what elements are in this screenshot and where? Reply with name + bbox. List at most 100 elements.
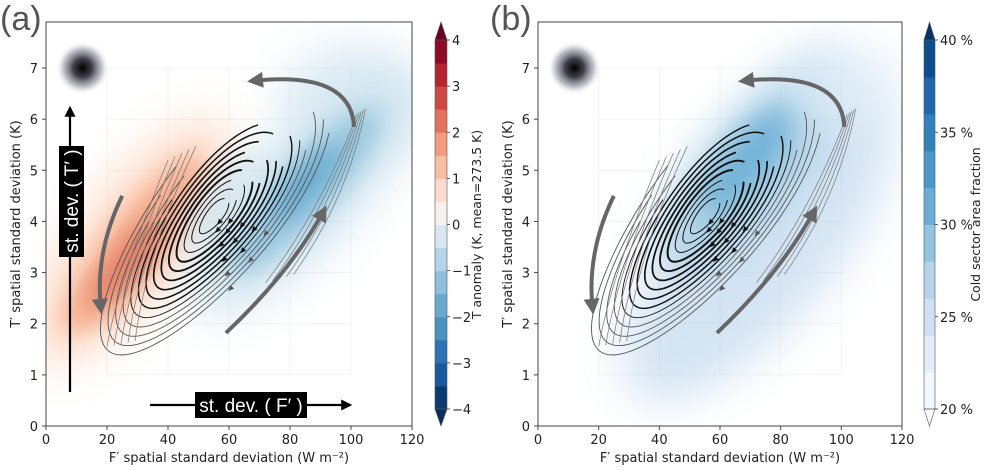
circulation-arrow-left xyxy=(583,195,616,315)
kernel-size-marker xyxy=(55,41,110,96)
x-tick-label: 20 xyxy=(99,433,116,448)
streamline xyxy=(606,111,808,337)
streamline-arrowhead xyxy=(232,237,239,244)
colorbar-bin xyxy=(924,150,935,189)
streamline xyxy=(659,159,752,273)
y-tick-label: 0 xyxy=(30,420,38,435)
y-tick-label: 5 xyxy=(522,164,530,179)
streamline-arrowhead xyxy=(239,221,246,229)
y-tick-label: 7 xyxy=(30,62,38,77)
grid-lines xyxy=(598,67,842,376)
annotations: st. dev. ( T′ ) st. dev. ( F′ ) xyxy=(59,105,353,418)
fprime-label: st. dev. ( F′ ) xyxy=(199,396,303,417)
panel-b: 0 20 40 60 80 100 120 0 1 2 3 4 5 6 7 F′ spatial standa… xyxy=(490,0,983,466)
x-tick-label: 120 xyxy=(890,433,915,448)
colorbar-bin xyxy=(924,224,935,262)
circulation-arrow-right xyxy=(224,205,327,335)
streamline-arrowhead xyxy=(248,256,254,263)
colorbar-bin xyxy=(924,76,935,115)
colorbar-tick-label: 0 xyxy=(452,219,460,234)
streamline xyxy=(286,109,364,277)
colorbar-tick-label: 25 % xyxy=(940,311,973,326)
y-axis-label: T′ spatial standard deviation (K) xyxy=(9,120,24,328)
streamline xyxy=(152,140,277,291)
circulation-arrow-left xyxy=(91,194,125,315)
colorbar-cold-sector: 40 % 35 % 30 % 25 % 20 % Cold sector area fra… xyxy=(923,20,983,427)
cold-sector-fraction-field xyxy=(538,22,902,426)
colorbar-bin xyxy=(924,298,935,336)
panel-label: (a) xyxy=(0,0,42,38)
colorbar-bin xyxy=(435,201,447,225)
streamline-arrowhead xyxy=(227,217,234,225)
colorbar-bin xyxy=(435,224,447,249)
streamline xyxy=(113,156,176,346)
streamline xyxy=(272,112,360,281)
streamline-arrowhead xyxy=(217,218,223,225)
streamline xyxy=(626,145,688,342)
streamline xyxy=(777,109,855,277)
y-tick-label: 5 xyxy=(30,164,38,179)
streamline xyxy=(120,152,183,344)
streamline xyxy=(682,188,728,244)
circulation-arrow-top xyxy=(247,71,357,127)
tprime-label: st. dev. ( T′ ) xyxy=(62,149,83,252)
x-tick-label: 100 xyxy=(339,433,364,448)
streamline xyxy=(107,119,324,347)
temperature-anomaly-field xyxy=(46,22,412,426)
streamline xyxy=(293,108,366,275)
streamline-arrowhead xyxy=(709,241,716,248)
x-tick-label: 40 xyxy=(651,433,668,448)
axes-frame: 0 20 40 60 80 100 120 0 1 2 3 4 5 6 7 F′ spatial standa… xyxy=(501,21,915,466)
streamline xyxy=(613,149,798,328)
streamline xyxy=(651,151,761,282)
streamline-arrowhead xyxy=(263,230,270,237)
colorbar-bin xyxy=(435,339,447,364)
streamline xyxy=(619,149,681,343)
y-tick-label: 1 xyxy=(30,369,38,384)
streamline xyxy=(198,198,230,235)
streamline-arrowhead xyxy=(712,255,719,262)
streamline xyxy=(175,169,254,263)
streamline xyxy=(191,188,237,244)
streamline xyxy=(115,111,316,337)
colorbar-tick-label: −4 xyxy=(452,403,471,418)
streamline xyxy=(127,149,190,343)
y-tick-label: 1 xyxy=(522,369,530,384)
colorbar-label: T anomaly (K, mean=273.5 K) xyxy=(469,130,484,320)
streamline-arrowhead xyxy=(730,221,737,229)
streamline xyxy=(598,119,815,347)
streamline xyxy=(784,108,857,275)
fprime-label-box xyxy=(195,392,307,418)
colorbar-bin xyxy=(435,86,447,110)
streamline xyxy=(99,133,330,356)
x-tick-label: 60 xyxy=(221,433,238,448)
streamline-arrowhead xyxy=(228,285,235,292)
colorbar-bin xyxy=(435,40,447,64)
x-tick-label: 40 xyxy=(160,433,177,448)
colorbar-tick-label: 4 xyxy=(452,34,460,49)
streamline-arrowhead xyxy=(218,241,225,248)
x-tick-label: 60 xyxy=(712,433,729,448)
field-blob xyxy=(623,95,894,403)
y-tick-label: 2 xyxy=(522,318,530,333)
streamline xyxy=(612,152,674,344)
field-blob xyxy=(702,101,799,213)
y-tick-label: 0 xyxy=(522,420,530,435)
colorbar-extend-max xyxy=(923,20,936,41)
streamline xyxy=(643,140,769,291)
colorbar-tick-label: −3 xyxy=(452,357,471,372)
y-tick-label: 3 xyxy=(30,267,38,282)
panel-label: (b) xyxy=(490,0,532,38)
streamline-arrowhead xyxy=(224,228,231,235)
streamline xyxy=(763,112,850,281)
colorbar-temperature: 4 3 2 1 0 −1 −2 −3 −4 T anomaly (K, mean=273.5 K) xyxy=(434,21,484,427)
circulation-arrows xyxy=(583,71,847,335)
streamline-arrowhead xyxy=(240,247,247,254)
streamline xyxy=(265,113,358,284)
x-tick-label: 20 xyxy=(590,433,607,448)
colorbar-tick-label: −2 xyxy=(452,311,471,326)
streamline xyxy=(130,140,301,319)
field-blob xyxy=(184,151,274,251)
